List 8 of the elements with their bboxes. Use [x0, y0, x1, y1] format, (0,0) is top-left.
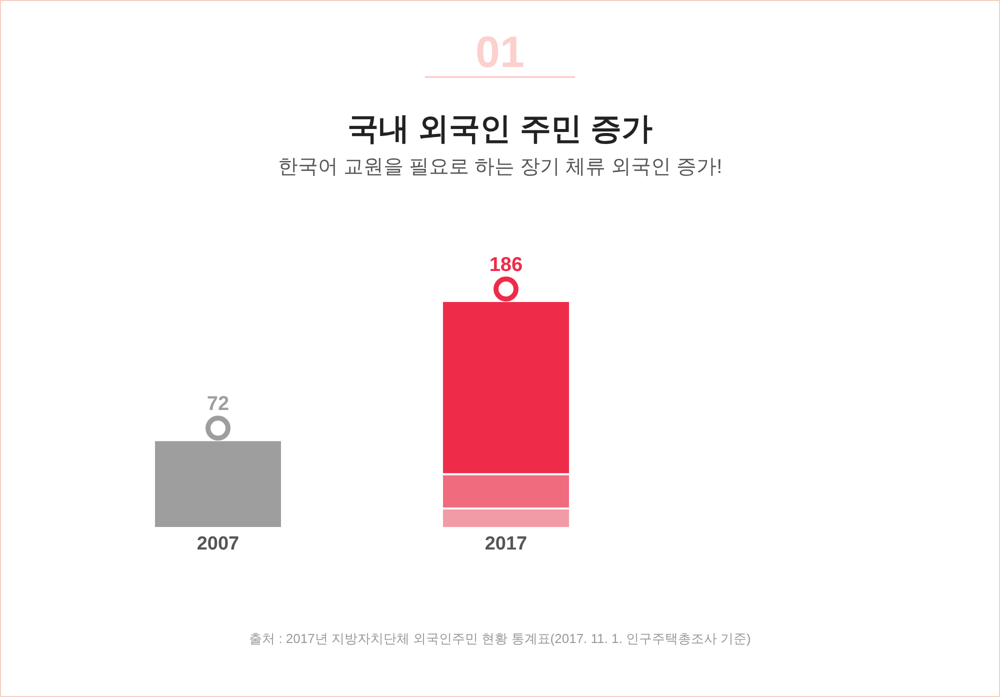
chart-subtitle: 한국어 교원을 필요로 하는 장기 체류 외국인 증가!	[278, 156, 722, 178]
x-tick-label: 2007	[196, 533, 240, 554]
source-note: 출처 : 2017년 지방자치단체 외국인주민 현황 통계표(2017. 11. 1. 인구주택총조사 기준)	[249, 631, 751, 646]
annotation: 72	[206, 393, 230, 416]
text: 186	[489, 254, 523, 276]
chart-title: 국내 외국인 주민 증가	[348, 111, 652, 146]
bar	[153, 439, 283, 529]
x-tick-label: 2017	[484, 533, 528, 554]
